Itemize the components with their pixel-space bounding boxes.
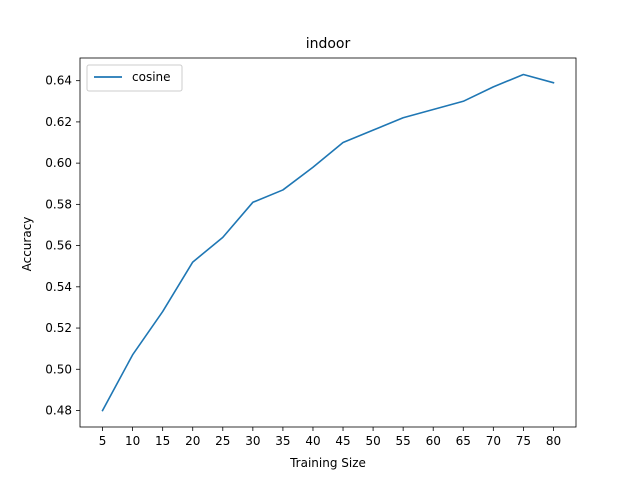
x-tick-label: 60 [426,434,441,448]
x-tick-label: 45 [335,434,350,448]
x-tick-label: 25 [215,434,230,448]
x-tick-label: 20 [185,434,200,448]
y-tick-label: 0.60 [45,156,72,170]
series-layer [101,73,555,412]
y-tick-label: 0.48 [45,404,72,418]
x-tick-label: 30 [245,434,260,448]
plot-area [79,57,577,428]
x-tick-label: 40 [305,434,320,448]
plot-frame [79,57,577,428]
y-tick-label: 0.58 [45,197,72,211]
y-tick-label: 0.50 [45,362,72,376]
legend-label: cosine [132,70,171,84]
x-tick-label: 70 [486,434,501,448]
x-axis-label: Training Size [289,456,366,470]
x-tick-label: 5 [99,434,107,448]
x-tick-label: 65 [456,434,471,448]
x-tick-label: 10 [125,434,140,448]
x-tick-label: 80 [546,434,561,448]
x-tick-label: 15 [155,434,170,448]
x-tick-label: 55 [396,434,411,448]
y-tick-label: 0.52 [45,321,72,335]
y-tick-label: 0.54 [45,280,72,294]
series-line-cosine [101,73,555,412]
legend: cosine [86,64,183,92]
y-axis: 0.48 0.50 0.52 0.54 0.56 0.58 0.60 0.62 0.64 [45,74,80,418]
y-tick-label: 0.62 [45,115,72,129]
x-tick-label: 75 [516,434,531,448]
chart-title: indoor [306,36,351,52]
legend-box [86,64,183,92]
y-tick-label: 0.56 [45,239,72,253]
x-tick-label: 35 [275,434,290,448]
x-axis: 5 10 15 20 25 30 35 40 45 50 55 60 65 70 75 80 [99,427,561,448]
y-tick-label: 0.64 [45,74,72,88]
y-axis-label: Accuracy [20,217,34,272]
x-tick-label: 50 [365,434,380,448]
